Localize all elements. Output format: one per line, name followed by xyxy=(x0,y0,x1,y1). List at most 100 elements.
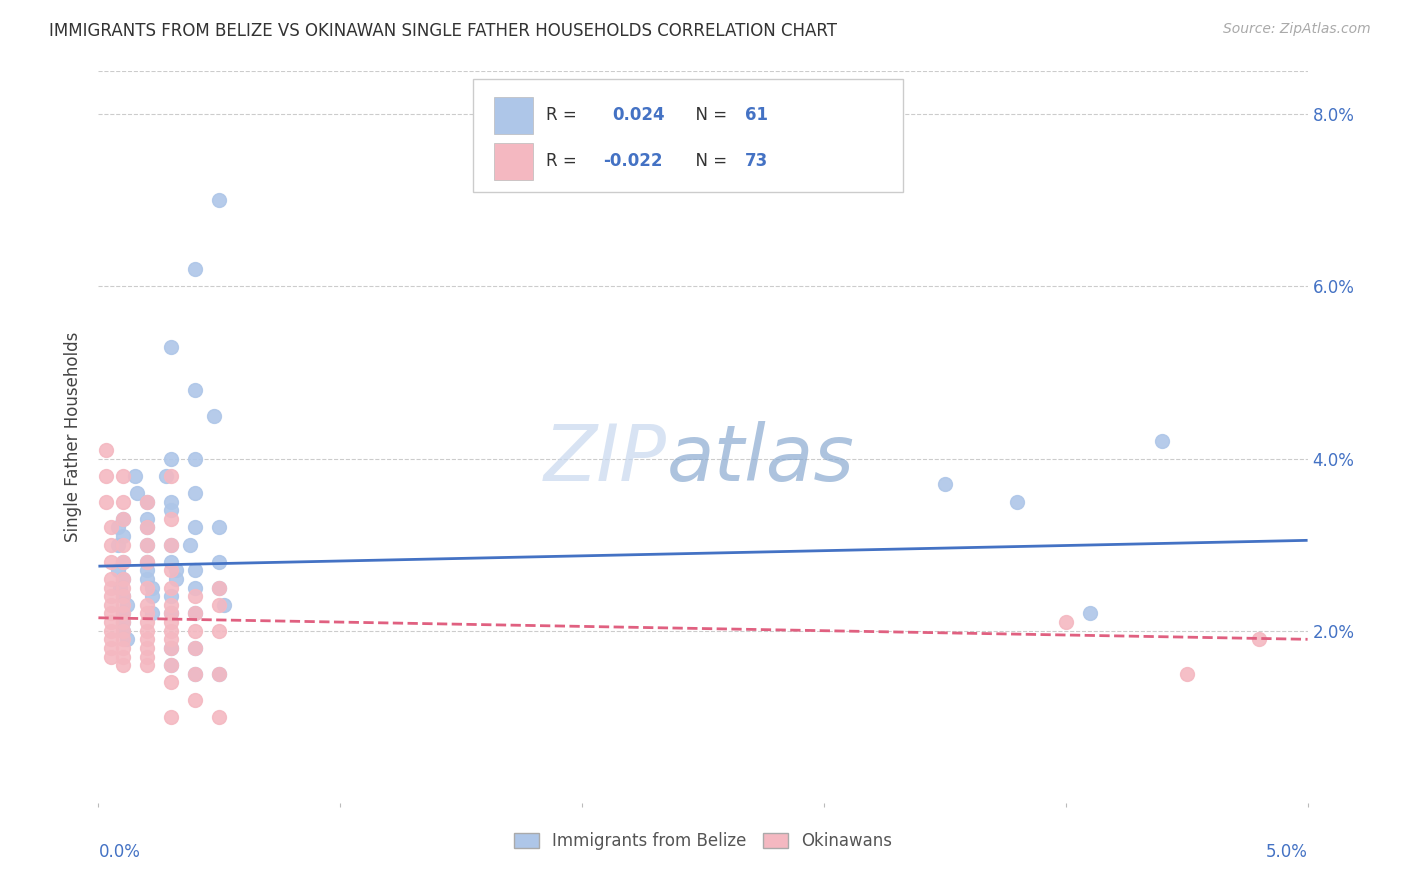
Point xyxy=(184,589,207,603)
Point xyxy=(135,494,157,508)
Point xyxy=(135,658,157,673)
Point xyxy=(160,710,183,724)
Point xyxy=(160,512,183,526)
Text: 61: 61 xyxy=(745,106,768,124)
Point xyxy=(111,512,134,526)
Text: 0.0%: 0.0% xyxy=(98,843,141,861)
Point xyxy=(160,640,183,655)
Point xyxy=(111,658,134,673)
Point xyxy=(160,640,183,655)
Point xyxy=(111,624,134,638)
Point xyxy=(184,520,207,534)
Point xyxy=(94,468,117,483)
Point xyxy=(208,194,231,208)
Point xyxy=(160,658,183,673)
Point xyxy=(184,640,207,655)
Bar xyxy=(494,97,533,134)
Point xyxy=(111,589,134,603)
Point xyxy=(111,512,134,526)
Point xyxy=(135,564,157,578)
Text: Source: ZipAtlas.com: Source: ZipAtlas.com xyxy=(1223,22,1371,37)
Text: IMMIGRANTS FROM BELIZE VS OKINAWAN SINGLE FATHER HOUSEHOLDS CORRELATION CHART: IMMIGRANTS FROM BELIZE VS OKINAWAN SINGL… xyxy=(49,22,837,40)
Point xyxy=(165,572,187,586)
Point xyxy=(208,624,231,638)
Point xyxy=(184,624,207,638)
Point xyxy=(160,538,183,552)
Text: R =: R = xyxy=(546,153,582,170)
Point xyxy=(135,555,157,569)
Point xyxy=(184,451,207,466)
Point xyxy=(160,494,183,508)
Point xyxy=(100,581,122,595)
Point xyxy=(160,607,183,621)
Point xyxy=(160,340,183,354)
Point xyxy=(184,581,207,595)
Point xyxy=(160,632,183,647)
Text: R =: R = xyxy=(546,106,588,124)
Point xyxy=(160,538,183,552)
Point xyxy=(111,607,134,621)
Point xyxy=(111,581,134,595)
Y-axis label: Single Father Households: Single Father Households xyxy=(65,332,83,542)
Point xyxy=(141,607,163,621)
Point xyxy=(100,607,122,621)
Point xyxy=(100,520,122,534)
Point xyxy=(111,468,134,483)
Point xyxy=(135,538,157,552)
Point xyxy=(184,262,207,277)
Text: N =: N = xyxy=(685,153,733,170)
Point xyxy=(135,520,157,534)
Point xyxy=(160,564,183,578)
Point xyxy=(208,666,231,681)
Point xyxy=(107,564,129,578)
Point xyxy=(208,581,231,595)
Point xyxy=(108,581,131,595)
Point xyxy=(160,581,183,595)
Point xyxy=(1078,607,1101,621)
Text: 0.024: 0.024 xyxy=(613,106,665,124)
Point xyxy=(111,529,134,543)
Point xyxy=(208,598,231,612)
Point xyxy=(111,598,134,612)
Point xyxy=(1249,632,1271,647)
Point xyxy=(111,555,134,569)
Point xyxy=(111,615,134,629)
Text: -0.022: -0.022 xyxy=(603,153,662,170)
Point xyxy=(1007,494,1029,508)
Point xyxy=(208,710,231,724)
Point xyxy=(184,607,207,621)
FancyBboxPatch shape xyxy=(474,78,903,192)
Point xyxy=(111,589,134,603)
Text: 73: 73 xyxy=(745,153,769,170)
Point xyxy=(160,624,183,638)
Point xyxy=(135,624,157,638)
Point xyxy=(135,640,157,655)
Point xyxy=(94,442,117,457)
Point xyxy=(94,494,117,508)
Point xyxy=(1175,666,1198,681)
Point xyxy=(111,615,134,629)
Point xyxy=(184,383,207,397)
Point xyxy=(135,512,157,526)
Point xyxy=(160,675,183,690)
Point xyxy=(111,538,134,552)
Point xyxy=(184,564,207,578)
Point xyxy=(135,615,157,629)
Point xyxy=(127,486,149,500)
Point xyxy=(208,581,231,595)
Point xyxy=(100,640,122,655)
Point xyxy=(212,598,235,612)
Point xyxy=(135,572,157,586)
Point xyxy=(934,477,956,491)
Point xyxy=(100,615,122,629)
Point xyxy=(1152,434,1174,449)
Point xyxy=(135,494,157,508)
Point xyxy=(160,555,183,569)
Text: ZIP: ZIP xyxy=(544,421,666,497)
Point xyxy=(111,555,134,569)
Point xyxy=(111,494,134,508)
Point xyxy=(111,572,134,586)
Point xyxy=(184,692,207,706)
Point xyxy=(111,572,134,586)
Point xyxy=(184,640,207,655)
